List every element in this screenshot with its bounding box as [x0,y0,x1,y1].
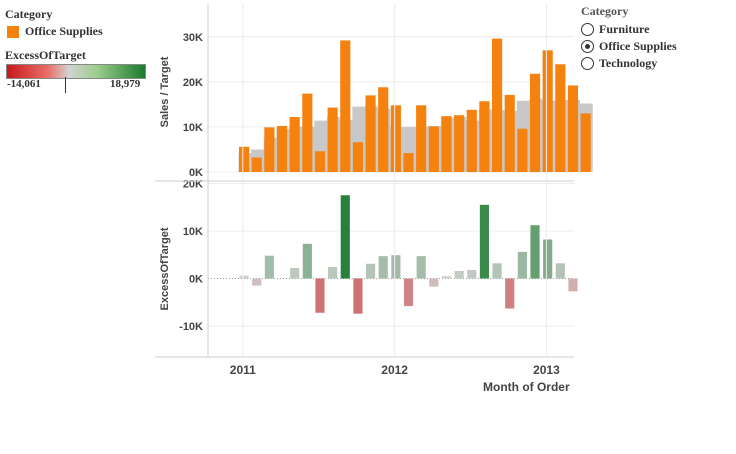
sales-bar [251,157,262,172]
excess-bar [543,239,553,279]
excess-bar [555,263,565,279]
excess-bar [328,267,338,279]
sales-bar [264,127,275,172]
excess-bar [530,225,540,279]
excess-min-label: -14,061 [7,78,41,90]
excess-gradient-bar [6,64,146,79]
filter-option-technology[interactable]: Technology [581,55,677,72]
sales-bar [365,95,376,172]
excess-bar [366,263,376,279]
bottom-y-tick-label: 0K [189,274,203,286]
sales-bar [276,126,288,172]
sales-bar [504,94,515,172]
excess-bar [492,263,502,279]
top-y-axis-label: Sales / Target [159,56,171,127]
filter-option-label: Office Supplies [599,39,677,53]
filter-option-label: Technology [599,56,658,70]
axes: 2011 2012 2013 Month of Order [155,3,574,394]
excess-bar [505,278,515,309]
sales-bar [289,117,300,172]
excess-bar [391,255,401,279]
sales-bar [416,105,427,172]
excess-bar [340,195,350,279]
excess-bar [353,278,363,314]
excess-bar [403,278,414,307]
sales-bar [239,146,250,172]
sales-bar [302,93,313,172]
sales-target-panel: 0K 10K 20K 30K Sales / Target [159,32,593,179]
radio-icon [581,57,594,70]
top-y-tick-label: 30K [183,32,203,44]
color-legend-item[interactable]: Office Supplies [7,24,103,39]
filter-option-office-supplies[interactable]: Office Supplies [581,38,677,55]
color-swatch [7,25,19,38]
sales-bar [517,128,528,172]
top-y-tick-label: 0K [189,167,203,179]
target-area [238,98,593,172]
excess-bar [479,204,489,279]
filter-option-furniture[interactable]: Furniture [581,21,677,38]
bottom-y-tick-label: 10K [183,226,203,238]
sales-bar [327,107,338,172]
sales-bar [555,64,566,172]
sales-bar [492,38,503,172]
sales-bar [403,153,414,172]
sales-bar [441,116,452,172]
x-tick-label: 2011 [230,363,256,377]
filter-option-label: Furniture [599,22,650,36]
sales-bar [542,50,553,172]
excess-bar [429,278,439,287]
excess-bar [239,275,249,279]
excess-max-label: 18,979 [110,78,141,90]
excess-bar [568,278,578,292]
sales-bar [390,105,401,172]
excess-bar [378,256,388,279]
radio-selected-icon [581,40,594,53]
top-y-tick-label: 10K [183,122,203,134]
excess-bar [416,256,426,279]
sales-bar [466,109,477,172]
sales-bar [314,151,326,172]
bottom-y-axis-label: ExcessOfTarget [159,227,171,310]
color-legend-title: Category [5,7,53,21]
excess-bar [290,268,300,279]
bottom-y-tick-label: 20K [183,178,203,190]
sales-bar [378,87,389,172]
excess-bar [302,243,312,279]
excess-bar [454,270,464,279]
bottom-y-tick-label: -10K [179,321,203,333]
excess-bar [264,255,274,279]
excess-bar [252,278,262,286]
sales-bar [454,115,465,172]
sales-bar [352,142,363,172]
excess-panel: -10K 0K 10K 20K ExcessOfTarget [159,178,578,333]
color-legend-label: Office Supplies [25,24,103,38]
radio-icon [581,23,594,36]
excess-gradient-zero-marker [65,77,66,93]
x-tick-label: 2013 [533,363,560,377]
excess-bar [517,251,527,279]
x-axis-label: Month of Order [483,380,570,394]
category-filter-title: Category [581,4,629,18]
sales-bar [567,85,579,172]
sales-bar [580,113,591,172]
sales-bar [479,101,490,172]
category-filter: Category Furniture Office Supplies Techn… [581,4,677,72]
sales-bar [529,73,541,172]
excess-legend-title: ExcessOfTarget [5,48,86,62]
excess-bar [315,278,325,313]
excess-bar [441,276,452,279]
top-y-tick-label: 20K [183,77,203,89]
sales-bar [340,40,351,172]
excess-bar [467,269,477,279]
sales-bar [428,126,439,172]
x-tick-label: 2012 [381,363,408,377]
